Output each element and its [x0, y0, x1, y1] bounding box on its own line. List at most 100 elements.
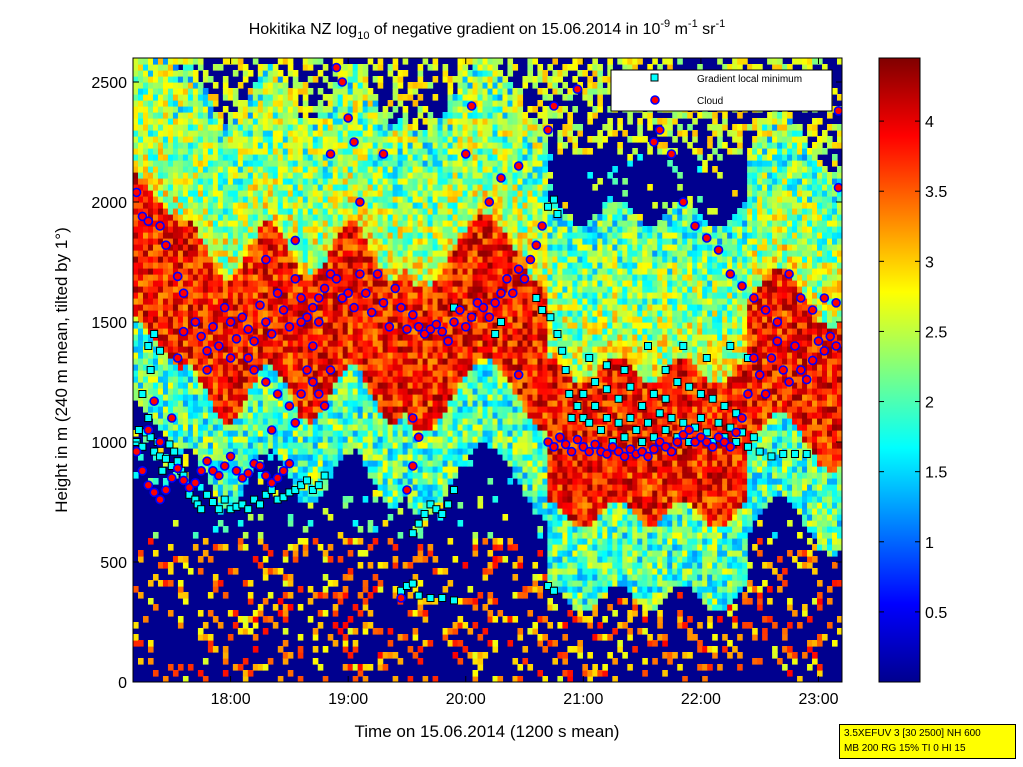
heatmap-cell: [412, 346, 419, 353]
heatmap-cell: [322, 106, 329, 113]
heatmap-cell: [422, 202, 429, 209]
heatmap-cell: [287, 514, 294, 521]
heatmap-cell: [262, 220, 269, 227]
heatmap-cell: [377, 628, 384, 635]
heatmap-cell: [212, 484, 219, 491]
heatmap-cell: [157, 400, 164, 407]
heatmap-cell: [467, 232, 474, 239]
heatmap-cell: [147, 382, 154, 389]
heatmap-cell: [327, 406, 334, 413]
heatmap-cell: [282, 574, 289, 581]
heatmap-cell: [402, 178, 409, 185]
heatmap-cell: [277, 334, 284, 341]
heatmap-cell: [437, 262, 444, 269]
heatmap-cell: [192, 106, 199, 113]
heatmap-cell: [187, 280, 194, 287]
heatmap-cell: [392, 202, 399, 209]
heatmap-cell: [427, 376, 434, 383]
heatmap-cell: [387, 478, 394, 485]
heatmap-cell: [257, 394, 264, 401]
heatmap-cell: [337, 100, 344, 107]
heatmap-cell: [187, 100, 194, 107]
heatmap-cell: [197, 208, 204, 215]
heatmap-cell: [437, 304, 444, 311]
heatmap-cell: [367, 382, 374, 389]
heatmap-cell: [162, 358, 169, 365]
heatmap-cell: [202, 388, 209, 395]
heatmap-cell: [332, 100, 339, 107]
heatmap-cell: [207, 100, 214, 107]
heatmap-cell: [192, 328, 199, 335]
heatmap-cell: [397, 70, 404, 77]
heatmap-cell: [192, 436, 199, 443]
heatmap-cell: [357, 286, 364, 293]
heatmap-cell: [412, 136, 419, 143]
heatmap-cell: [382, 418, 389, 425]
heatmap-cell: [442, 142, 449, 149]
heatmap-cell: [252, 178, 259, 185]
heatmap-cell: [227, 112, 234, 119]
heatmap-cell: [377, 304, 384, 311]
heatmap-cell: [402, 394, 409, 401]
heatmap-cell: [217, 148, 224, 155]
heatmap-cell: [462, 298, 469, 305]
heatmap-cell: [322, 220, 329, 227]
heatmap-cell: [387, 424, 394, 431]
heatmap-cell: [367, 226, 374, 233]
heatmap-cell: [422, 190, 429, 197]
heatmap-cell: [377, 658, 384, 665]
heatmap-cell: [437, 460, 444, 467]
heatmap-cell: [202, 310, 209, 317]
heatmap-cell: [242, 184, 249, 191]
heatmap-cell: [222, 184, 229, 191]
heatmap-cell: [307, 418, 314, 425]
heatmap-cell: [282, 262, 289, 269]
heatmap-cell: [247, 184, 254, 191]
heatmap-cell: [297, 448, 304, 455]
heatmap-cell: [292, 88, 299, 95]
heatmap-cell: [202, 124, 209, 131]
heatmap-cell: [437, 448, 444, 455]
heatmap-cell: [307, 358, 314, 365]
heatmap-cell: [407, 334, 414, 341]
heatmap-cell: [277, 268, 284, 275]
heatmap-cell: [457, 412, 464, 419]
heatmap-cell: [367, 412, 374, 419]
heatmap-cell: [347, 64, 354, 71]
heatmap-cell: [417, 238, 424, 245]
heatmap-cell: [187, 400, 194, 407]
heatmap-cell: [217, 118, 224, 125]
heatmap-cell: [272, 208, 279, 215]
heatmap-cell: [222, 658, 229, 665]
heatmap-cell: [357, 298, 364, 305]
heatmap-cell: [417, 352, 424, 359]
heatmap-cell: [202, 286, 209, 293]
heatmap-cell: [402, 340, 409, 347]
heatmap-cell: [157, 238, 164, 245]
heatmap-cell: [442, 364, 449, 371]
heatmap-cell: [207, 154, 214, 161]
heatmap-cell: [432, 376, 439, 383]
heatmap-cell: [312, 400, 319, 407]
heatmap-cell: [467, 586, 474, 593]
heatmap-cell: [402, 172, 409, 179]
heatmap-cell: [262, 328, 269, 335]
heatmap-cell: [292, 190, 299, 197]
heatmap-cell: [202, 214, 209, 221]
heatmap-cell: [202, 634, 209, 641]
heatmap-cell: [412, 148, 419, 155]
heatmap-cell: [262, 184, 269, 191]
heatmap-cell: [472, 136, 479, 143]
heatmap-cell: [422, 478, 429, 485]
heatmap-cell: [187, 130, 194, 137]
heatmap-cell: [342, 442, 349, 449]
heatmap-cell: [342, 358, 349, 365]
heatmap-cell: [302, 340, 309, 347]
heatmap-cell: [277, 166, 284, 173]
heatmap-cell: [177, 622, 184, 629]
heatmap-cell: [432, 250, 439, 257]
heatmap-cell: [212, 286, 219, 293]
heatmap-cell: [142, 166, 149, 173]
heatmap-cell: [392, 652, 399, 659]
heatmap-cell: [147, 154, 154, 161]
